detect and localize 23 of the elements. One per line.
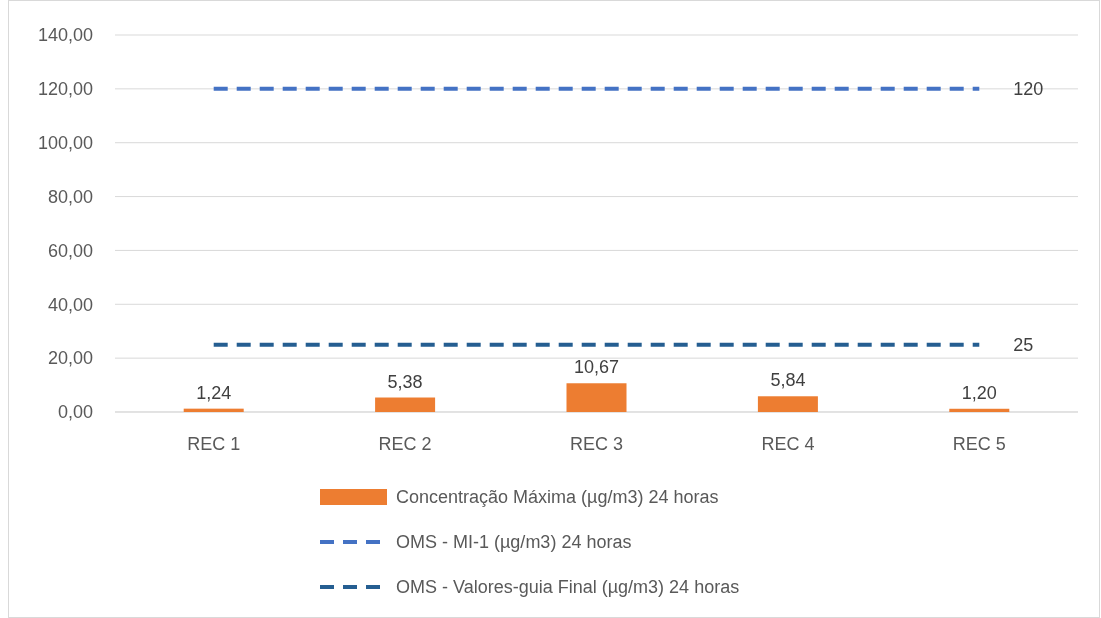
data-label: 10,67: [573, 357, 620, 378]
legend-label: OMS - MI-1 (µg/m3) 24 horas: [396, 532, 632, 553]
data-label: 5,38: [387, 371, 423, 392]
x-tick-label: REC 4: [761, 434, 815, 455]
x-tick-label: REC 1: [187, 434, 241, 455]
y-tick-label: 80,00: [47, 186, 93, 207]
y-tick-label: 140,00: [37, 25, 93, 46]
data-label: 120: [1013, 79, 1044, 100]
y-tick-label: 60,00: [47, 240, 93, 261]
legend-label: OMS - Valores-guia Final (µg/m3) 24 horas: [396, 577, 740, 598]
y-tick-label: 20,00: [47, 348, 93, 369]
x-tick-label: REC 2: [378, 434, 432, 455]
y-tick-label: 120,00: [37, 79, 93, 100]
legend-label: Concentração Máxima (µg/m3) 24 horas: [396, 487, 719, 508]
y-tick-label: 40,00: [47, 294, 93, 315]
data-label: 1,20: [961, 382, 997, 403]
x-tick-label: REC 5: [952, 434, 1006, 455]
data-label: 5,84: [770, 370, 806, 391]
y-tick-label: 100,00: [37, 133, 93, 154]
data-label: 25: [1013, 334, 1034, 355]
x-tick-label: REC 3: [569, 434, 624, 455]
y-tick-label: 0,00: [57, 402, 93, 423]
data-label: 1,24: [196, 382, 232, 403]
